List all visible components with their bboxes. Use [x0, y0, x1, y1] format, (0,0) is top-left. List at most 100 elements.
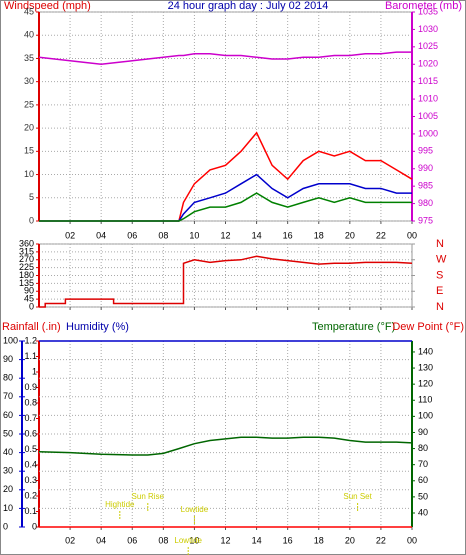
windspeed-label: Windspeed (mph) — [4, 0, 91, 12]
y2-tick-label: 980 — [418, 198, 433, 208]
x-tick-label: 04 — [96, 230, 106, 240]
x-tick-label: 22 — [376, 535, 386, 545]
y-tick-label: 180 — [19, 270, 34, 280]
y2-tick-label: 1030 — [418, 24, 438, 34]
x-tick-label: 18 — [314, 535, 324, 545]
y3-tick-label: 70 — [3, 391, 13, 401]
barometer-label: Barometer (mb) — [385, 0, 462, 12]
series-line — [38, 436, 413, 456]
y3-tick-label: 60 — [3, 410, 13, 420]
series-line — [39, 255, 413, 308]
y2-tick-label: S — [436, 269, 443, 281]
x-tick-label: 08 — [158, 230, 168, 240]
y2-tick-label: 40 — [418, 507, 428, 517]
x-tick-label: 14 — [252, 230, 262, 240]
chart-title: 24 hour graph day : July 02 2014 — [168, 0, 329, 12]
y-tick-label: 225 — [19, 262, 34, 272]
y2-tick-label: N — [436, 238, 444, 250]
y-tick-label: 0.2 — [24, 490, 37, 500]
annotation: Hightide — [105, 500, 135, 509]
y2-tick-label: 80 — [418, 443, 428, 453]
y-tick-label: 0.7 — [24, 413, 37, 423]
series-line — [39, 192, 412, 222]
annotation: Lowtide — [174, 536, 202, 545]
y2-tick-label: 990 — [418, 163, 433, 173]
y-tick-label: 0.5 — [24, 444, 37, 454]
y-tick-label: 45 — [24, 294, 34, 304]
x-tick-label: 20 — [345, 535, 355, 545]
x-tick-label: 16 — [283, 535, 293, 545]
y2-tick-label: 120 — [418, 379, 433, 389]
x-tick-label: 08 — [158, 535, 168, 545]
y-tick-label: 35 — [24, 53, 34, 63]
x-tick-label: 20 — [345, 230, 355, 240]
humidity-label: Humidity (%) — [66, 321, 129, 333]
y2-tick-label: 50 — [418, 491, 428, 501]
x-tick-label: 14 — [252, 535, 262, 545]
y2-tick-label: 975 — [418, 215, 433, 225]
y3-tick-label: 10 — [3, 503, 13, 513]
y2-tick-label: 60 — [418, 475, 428, 485]
x-tick-label: 12 — [220, 230, 230, 240]
y2-tick-label: N — [436, 301, 444, 313]
y-tick-label: 270 — [19, 254, 34, 264]
y-tick-label: 0.9 — [24, 382, 37, 392]
annotation: Sun Rise — [132, 492, 165, 501]
y-tick-label: 135 — [19, 278, 34, 288]
x-tick-label: 00 — [407, 230, 417, 240]
y2-tick-label: E — [436, 285, 443, 297]
series-line — [38, 51, 412, 66]
y2-tick-label: 100 — [418, 411, 433, 421]
x-tick-label: 10 — [189, 535, 199, 545]
x-tick-label: 00 — [407, 535, 417, 545]
y-tick-label: 15 — [24, 146, 34, 156]
y3-tick-label: 50 — [3, 428, 13, 438]
annotation: Sun Set — [343, 492, 372, 501]
y-tick-label: 0.3 — [24, 475, 37, 485]
y2-tick-label: 1005 — [418, 111, 438, 121]
y2-tick-label: 1000 — [418, 128, 438, 138]
y2-tick-label: 995 — [418, 146, 433, 156]
x-tick-label: 16 — [283, 230, 293, 240]
rainfall-label: Rainfall (.in) — [2, 321, 61, 333]
y3-tick-label: 80 — [3, 373, 13, 383]
y-tick-label: 0.8 — [24, 397, 37, 407]
x-tick-label: 10 — [189, 230, 199, 240]
y-tick-label: 0.1 — [24, 506, 37, 516]
y3-tick-label: 0 — [3, 521, 8, 531]
y-tick-label: 1.2 — [24, 335, 37, 345]
y2-tick-label: W — [436, 254, 447, 266]
y-tick-label: 45 — [24, 6, 34, 16]
y2-tick-label: 1025 — [418, 41, 438, 51]
y-tick-label: 5 — [29, 192, 34, 202]
y-tick-label: 0 — [32, 521, 37, 531]
y3-tick-label: 30 — [3, 466, 13, 476]
y2-tick-label: 1035 — [418, 6, 438, 16]
x-tick-label: 18 — [314, 230, 324, 240]
x-tick-label: 02 — [65, 535, 75, 545]
y3-tick-label: 20 — [3, 484, 13, 494]
y2-tick-label: 130 — [418, 362, 433, 372]
x-tick-label: 22 — [376, 230, 386, 240]
y-tick-label: 0 — [29, 301, 34, 311]
y2-tick-label: 110 — [418, 395, 432, 405]
y-tick-label: 315 — [19, 246, 34, 256]
y-tick-label: 0 — [29, 215, 34, 225]
y-tick-label: 1 — [32, 366, 37, 376]
x-tick-label: 04 — [96, 535, 106, 545]
y-tick-label: 20 — [24, 122, 34, 132]
y3-tick-label: 40 — [3, 447, 13, 457]
y3-tick-label: 100 — [3, 335, 18, 345]
y-tick-label: 25 — [24, 99, 34, 109]
temperature-label: Temperature (°F) — [312, 321, 395, 333]
y-tick-label: 90 — [24, 286, 34, 296]
y2-tick-label: 1010 — [418, 93, 438, 103]
dew-point-label: Dew Point (°F) — [392, 321, 464, 333]
y-tick-label: 10 — [24, 169, 34, 179]
y2-tick-label: 1015 — [418, 76, 438, 86]
x-tick-label: 02 — [65, 230, 75, 240]
y2-tick-label: 140 — [418, 346, 433, 356]
y-tick-label: 0.4 — [24, 459, 37, 469]
x-tick-label: 06 — [127, 230, 137, 240]
